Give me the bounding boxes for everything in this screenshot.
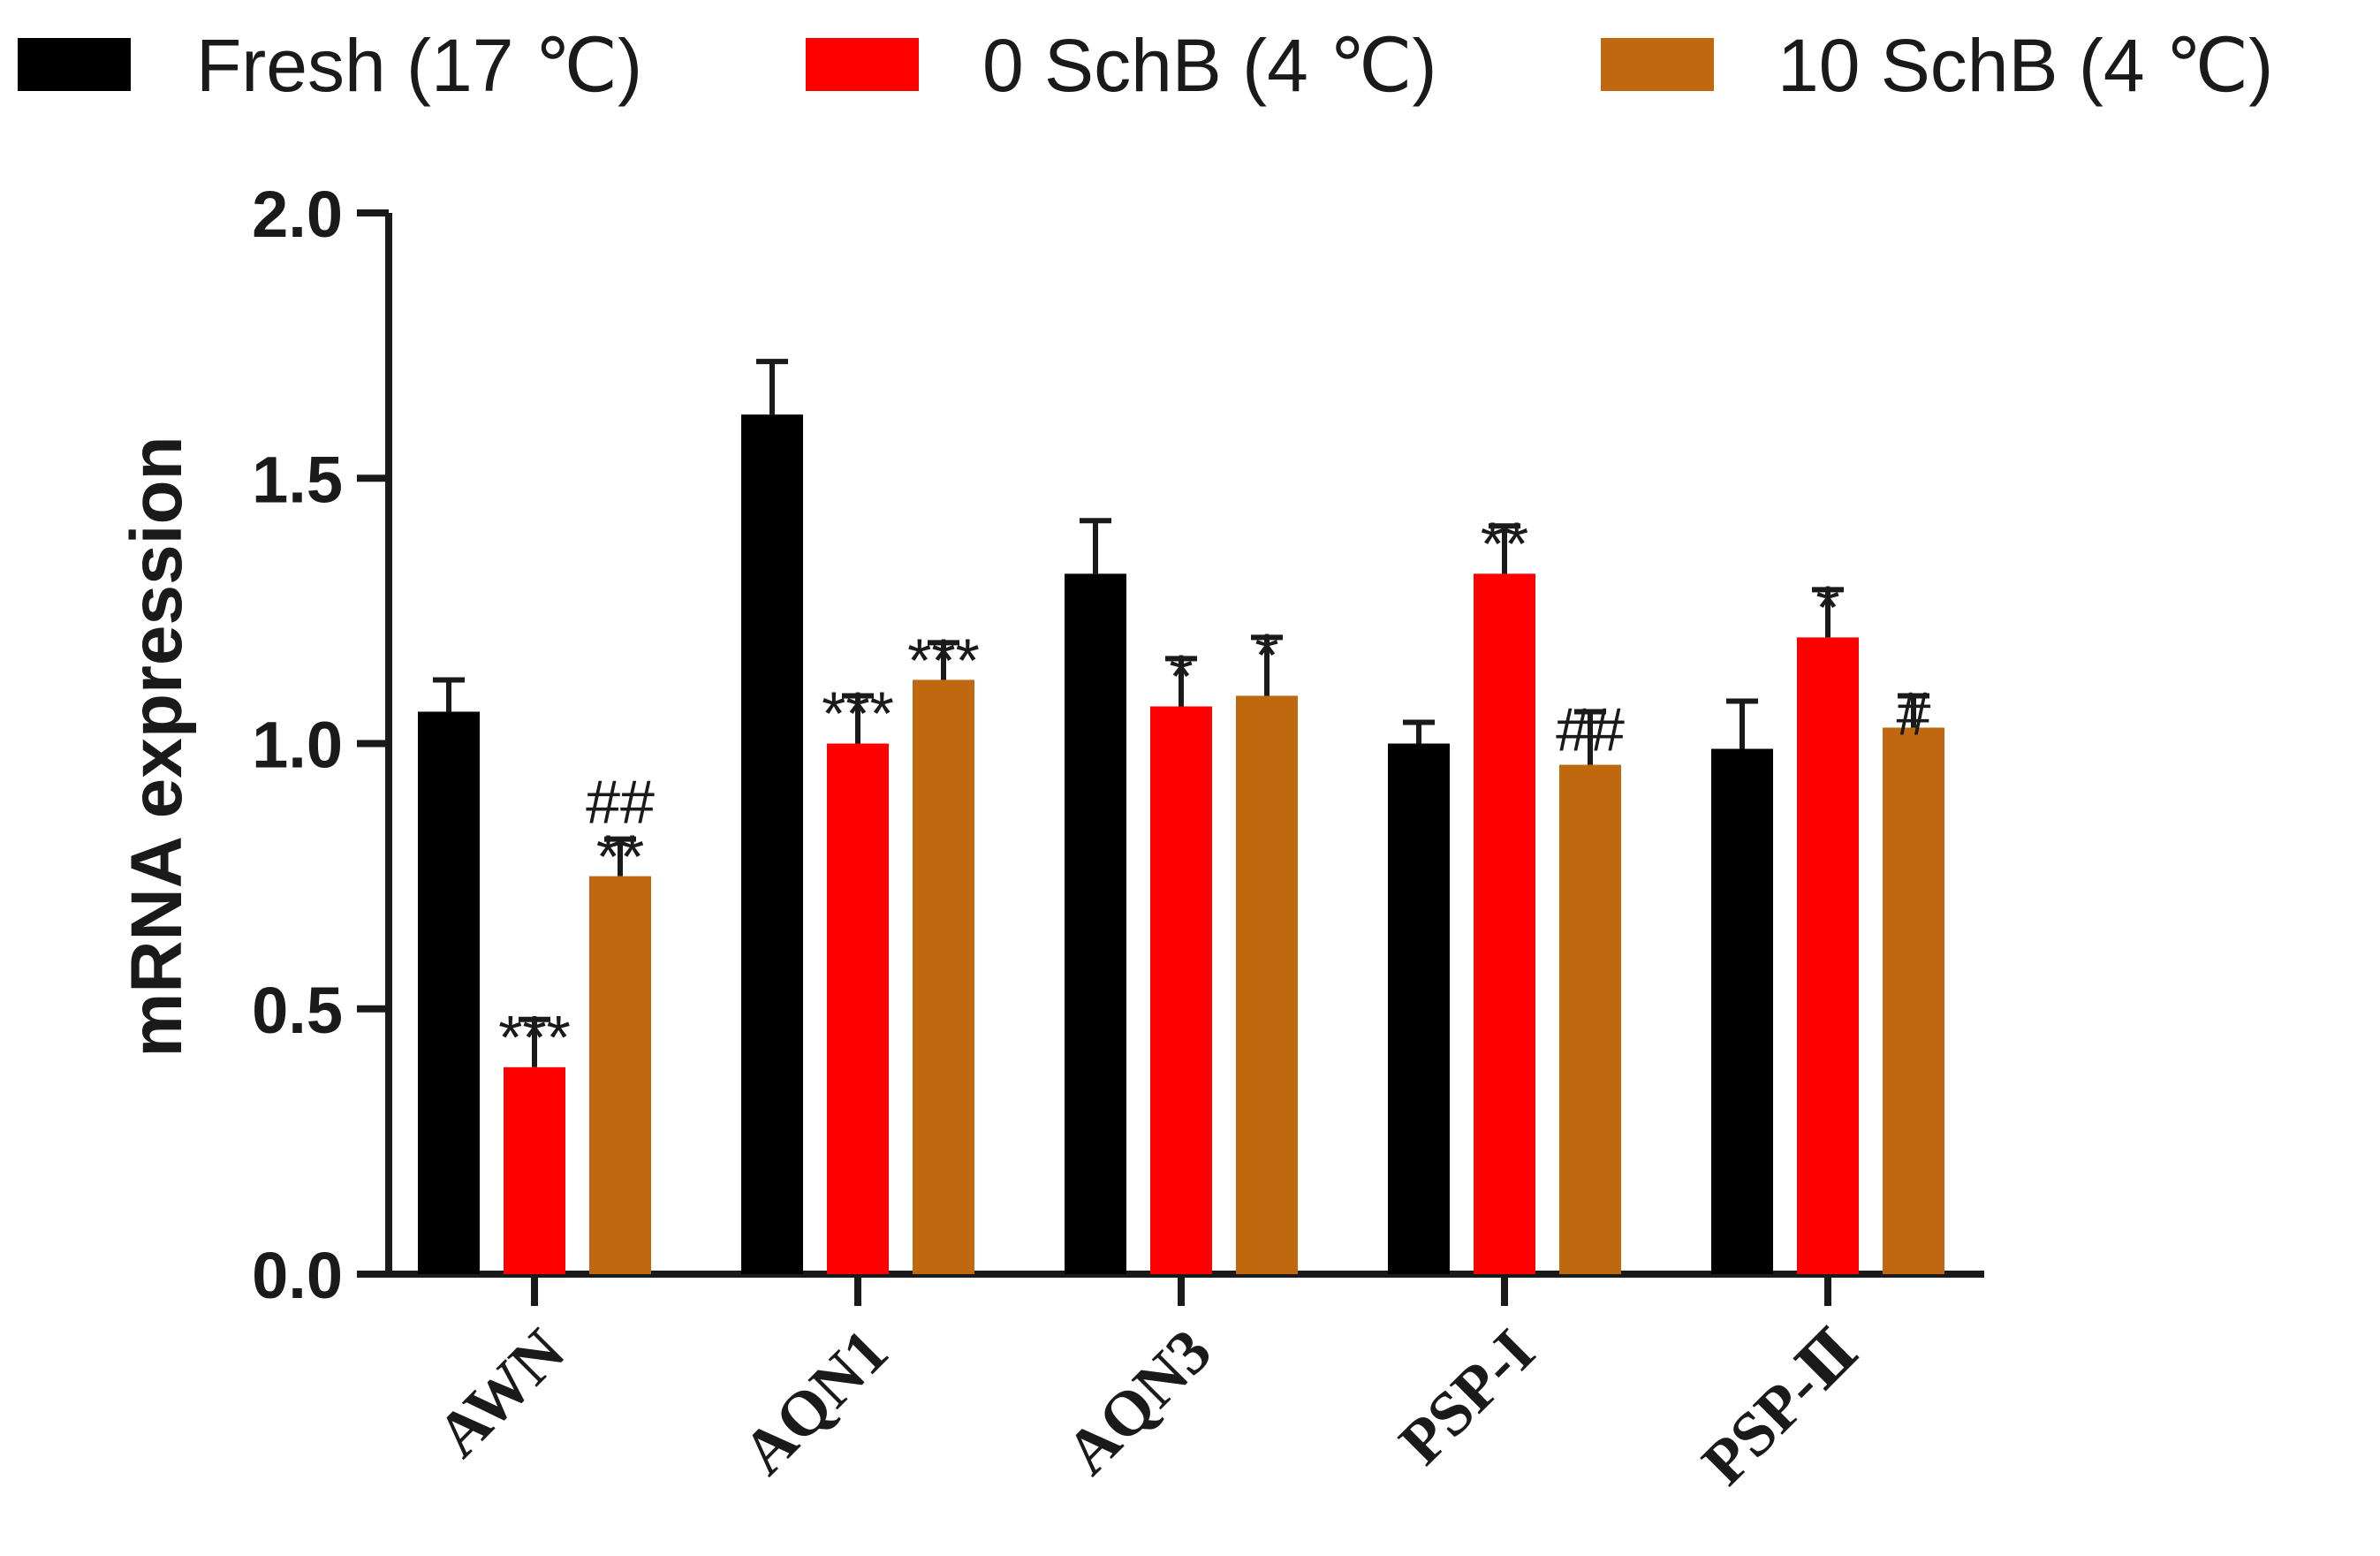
bar bbox=[1883, 727, 1944, 1274]
legend-swatch-0 bbox=[18, 38, 131, 91]
y-tick-label: 0.5 bbox=[252, 974, 343, 1047]
bar bbox=[418, 711, 480, 1274]
legend-swatch-1 bbox=[806, 38, 919, 91]
bar bbox=[1065, 573, 1126, 1274]
significance-label: ** bbox=[1481, 509, 1528, 578]
y-tick-label: 1.0 bbox=[252, 709, 343, 782]
x-category-label: AWN bbox=[423, 1316, 578, 1470]
significance-labels: ***## ******** * ***##*# bbox=[498, 509, 1930, 1071]
significance-line: ## bbox=[1556, 695, 1625, 763]
significance-label: ## bbox=[1556, 695, 1625, 763]
bar bbox=[589, 876, 651, 1274]
y-tick-label: 2.0 bbox=[252, 178, 343, 251]
significance-label: * bbox=[1815, 573, 1839, 641]
x-category-label: PSP-Ⅱ bbox=[1688, 1316, 1871, 1499]
significance-line: * bbox=[1169, 641, 1193, 710]
significance-label: * bbox=[1254, 620, 1278, 689]
significance-line: * bbox=[1815, 573, 1839, 641]
significance-line: *** bbox=[498, 1003, 571, 1072]
bar bbox=[741, 414, 803, 1274]
legend: Fresh (17 ℃) 0 SchB (4 ℃) 10 SchB (4 ℃) bbox=[18, 24, 2273, 107]
y-axis-label: mRNA expression bbox=[117, 436, 197, 1057]
bar bbox=[1388, 743, 1450, 1274]
bar bbox=[1559, 764, 1621, 1274]
bar bbox=[1797, 637, 1859, 1274]
bar bbox=[504, 1066, 565, 1274]
bar bbox=[827, 743, 889, 1274]
significance-line: * bbox=[1254, 620, 1278, 689]
significance-line: # bbox=[1897, 679, 1931, 748]
significance-line: ** bbox=[596, 823, 644, 892]
significance-line: *** bbox=[822, 679, 894, 748]
legend-label-0: Fresh (17 ℃) bbox=[196, 24, 642, 107]
y-tick-label: 1.5 bbox=[252, 443, 343, 516]
bar bbox=[1474, 573, 1535, 1274]
significance-label: *** bbox=[907, 626, 980, 695]
legend-label-1: 0 SchB (4 ℃) bbox=[982, 24, 1437, 107]
x-category-label: PSP-I bbox=[1385, 1316, 1548, 1478]
x-category-label: AQN3 bbox=[1052, 1316, 1224, 1488]
y-tick-label: 0.0 bbox=[252, 1239, 343, 1312]
x-axis: AWN AQN1 AQN3 PSP-I PSP-Ⅱ bbox=[385, 1271, 1984, 1499]
legend-label-2: 10 SchB (4 ℃) bbox=[1777, 24, 2273, 107]
error-bars bbox=[433, 359, 1929, 1067]
significance-label: *** bbox=[822, 679, 894, 748]
significance-line: ** bbox=[1481, 509, 1528, 578]
bars bbox=[418, 414, 1944, 1274]
significance-label: ## ** bbox=[586, 768, 655, 892]
significance-line: ## bbox=[586, 768, 655, 837]
bar bbox=[1150, 706, 1212, 1274]
x-category-label: AQN1 bbox=[729, 1316, 901, 1488]
significance-label: * bbox=[1169, 641, 1193, 710]
y-axis: 0.0 0.5 1.0 1.5 2.0 bbox=[252, 178, 392, 1312]
bar bbox=[1236, 695, 1298, 1274]
significance-label: # bbox=[1897, 679, 1931, 748]
legend-swatch-2 bbox=[1601, 38, 1714, 91]
significance-label: *** bbox=[498, 1003, 571, 1072]
bar bbox=[1711, 748, 1773, 1274]
significance-line: *** bbox=[907, 626, 980, 695]
bar bbox=[913, 679, 974, 1274]
